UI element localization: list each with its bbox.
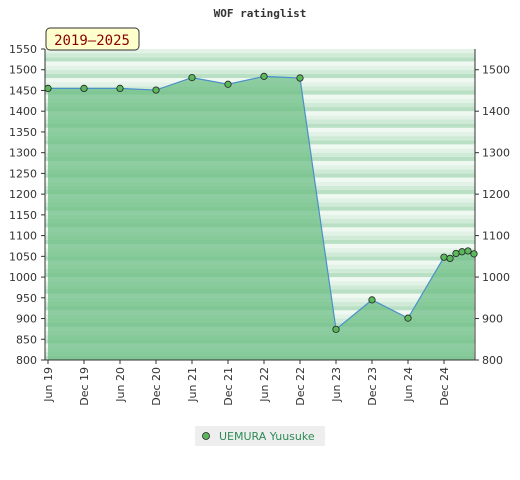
y-axis-left: 800 850 900 950 1000 1050 1100 1150 1200 1250 1300… [9, 43, 45, 367]
x-axis: Jun 19 Dec 19 Jun 20 Dec 20 Jun 21 Dec 21 Jun … [42, 360, 451, 406]
data-point [152, 86, 160, 94]
data-point [188, 74, 196, 82]
x-tick-label: Dec 22 [294, 367, 307, 406]
band [45, 53, 475, 58]
y-right-tick-label: 1400 [482, 105, 510, 118]
y-tick-label: 1200 [9, 188, 37, 201]
y-right-tick-label: 1300 [482, 147, 510, 160]
data-point [464, 247, 472, 255]
y-right-tick-label: 1500 [482, 64, 510, 77]
data-point [368, 296, 376, 304]
y-tick-label: 800 [16, 354, 37, 367]
x-tick-label: Jun 22 [258, 367, 271, 403]
y-tick-label: 950 [16, 292, 37, 305]
y-axis-right: 800 900 1000 1100 1200 1300 1400 1500 [475, 64, 510, 367]
y-tick-label: 1300 [9, 147, 37, 160]
y-tick-label: 1450 [9, 84, 37, 97]
series-area [48, 76, 474, 361]
y-tick-label: 1050 [9, 250, 37, 263]
band [45, 49, 475, 54]
data-point [116, 84, 124, 92]
y-tick-label: 1500 [9, 64, 37, 77]
axes [44, 49, 476, 361]
band [45, 73, 475, 79]
band [45, 61, 475, 66]
period-label: 2019–2025 [54, 33, 130, 49]
x-tick-label: Jun 24 [402, 367, 415, 403]
data-point [260, 72, 268, 80]
y-tick-label: 1250 [9, 167, 37, 180]
data-point [470, 250, 478, 258]
x-tick-label: Jun 21 [186, 367, 199, 403]
y-right-tick-label: 900 [482, 313, 503, 326]
y-tick-label: 1100 [9, 230, 37, 243]
data-point [446, 254, 454, 263]
data-point [80, 84, 88, 92]
y-tick-label: 1400 [9, 105, 37, 118]
x-tick-label: Dec 21 [222, 367, 235, 406]
band [45, 57, 475, 62]
data-point [224, 80, 232, 88]
legend-marker-icon [202, 432, 210, 440]
data-point [452, 249, 460, 258]
x-tick-label: Jun 20 [114, 367, 127, 403]
y-right-tick-label: 800 [482, 354, 503, 367]
data-point [440, 253, 448, 261]
data-point [44, 84, 52, 92]
x-tick-label: Jun 19 [42, 367, 55, 403]
x-tick-label: Jun 23 [330, 367, 343, 403]
period-badge: 2019–2025 [45, 27, 140, 51]
band [45, 69, 475, 74]
y-tick-label: 900 [16, 313, 37, 326]
x-tick-label: Dec 23 [366, 367, 379, 406]
chart-title: WOF ratinglist [214, 7, 307, 20]
x-tick-label: Dec 24 [438, 367, 451, 406]
legend-label: UEMURA Yuusuke [219, 430, 315, 443]
y-tick-label: 1000 [9, 271, 37, 284]
y-right-tick-label: 1100 [482, 230, 510, 243]
x-tick-label: Dec 19 [78, 367, 91, 406]
y-tick-label: 1350 [9, 126, 37, 139]
data-point [296, 74, 304, 82]
data-point [458, 248, 466, 256]
band [45, 65, 475, 70]
x-tick-label: Dec 20 [150, 367, 163, 406]
y-tick-label: 1550 [9, 43, 37, 56]
data-point [404, 314, 412, 322]
y-tick-label: 1150 [9, 209, 37, 222]
y-tick-label: 850 [16, 333, 37, 346]
legend[interactable]: UEMURA Yuusuke [195, 426, 325, 446]
y-right-tick-label: 1200 [482, 188, 510, 201]
data-points [44, 72, 478, 333]
data-point [332, 325, 340, 333]
y-right-tick-label: 1000 [482, 271, 510, 284]
